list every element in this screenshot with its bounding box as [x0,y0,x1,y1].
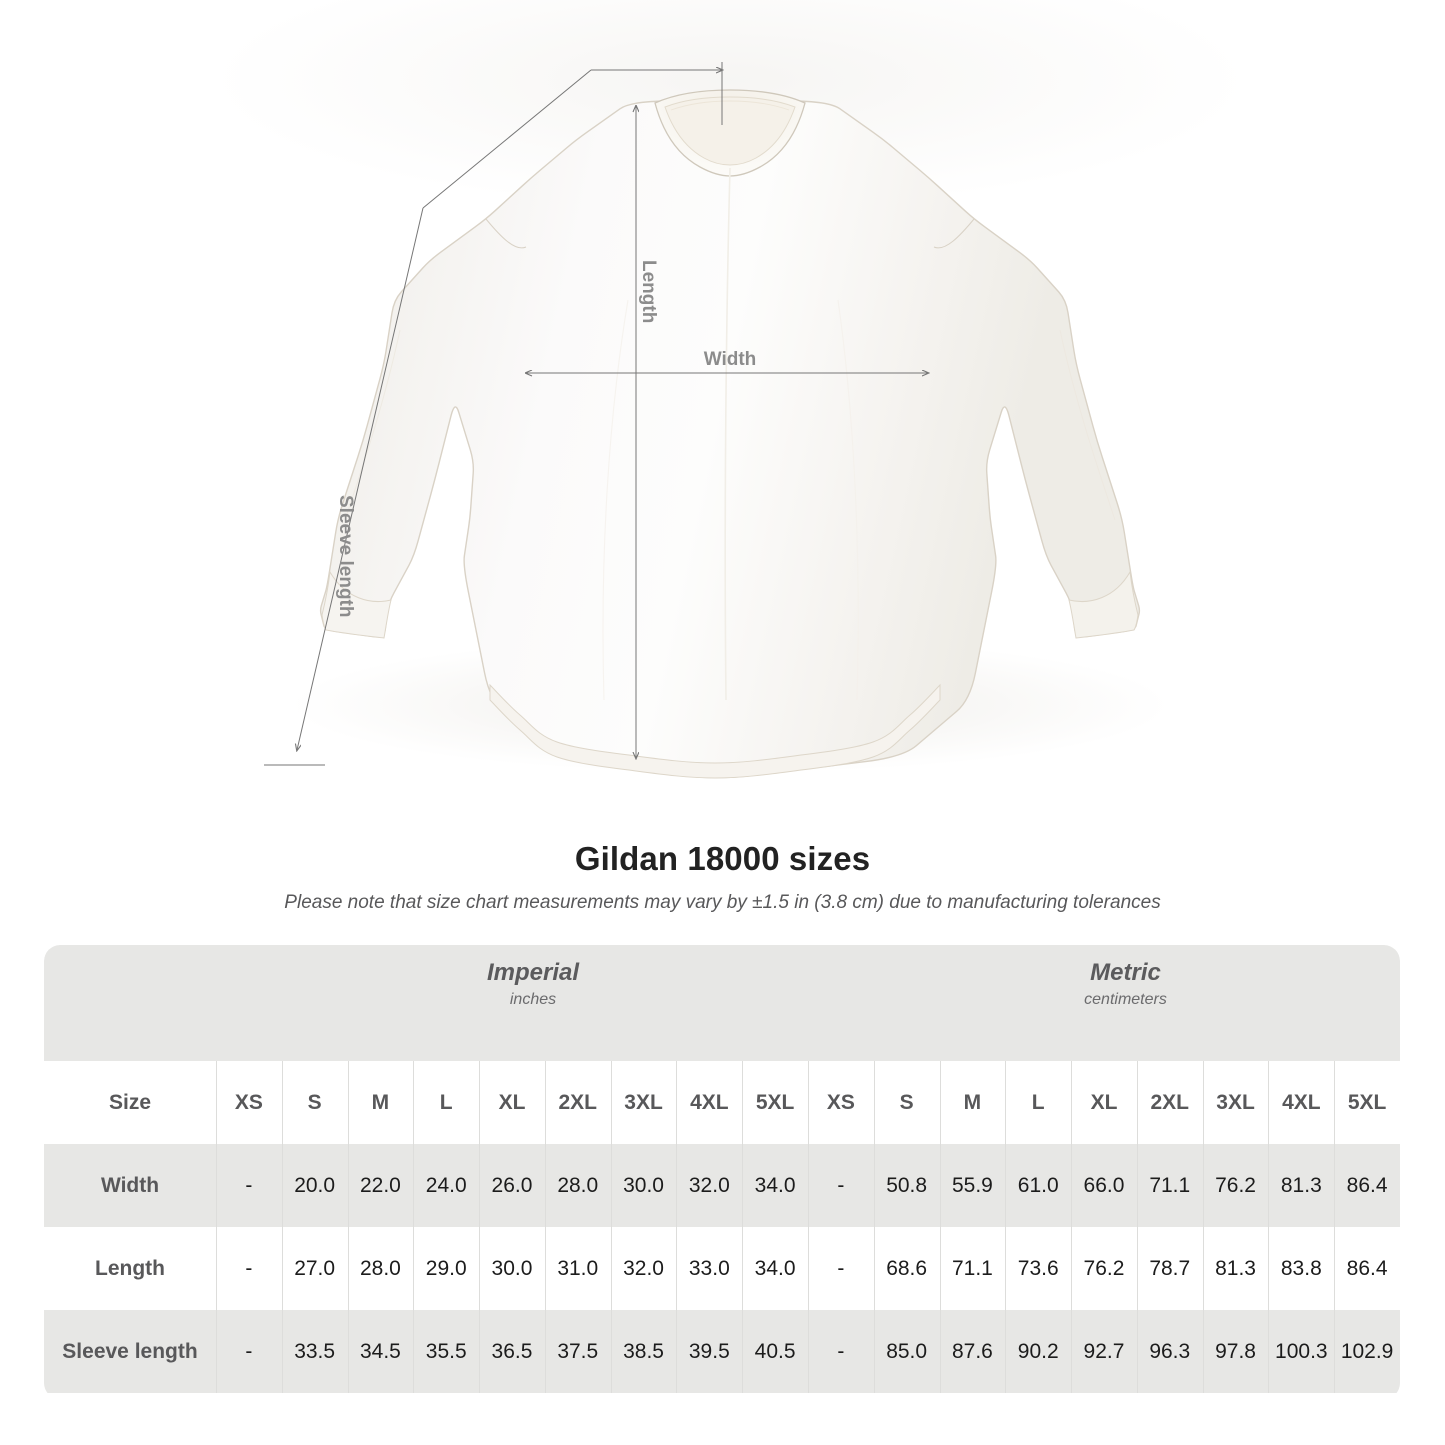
svg-text:Sleeve length: Sleeve length [335,495,356,618]
svg-text:Length: Length [638,260,659,323]
svg-text:Width: Width [704,349,757,370]
